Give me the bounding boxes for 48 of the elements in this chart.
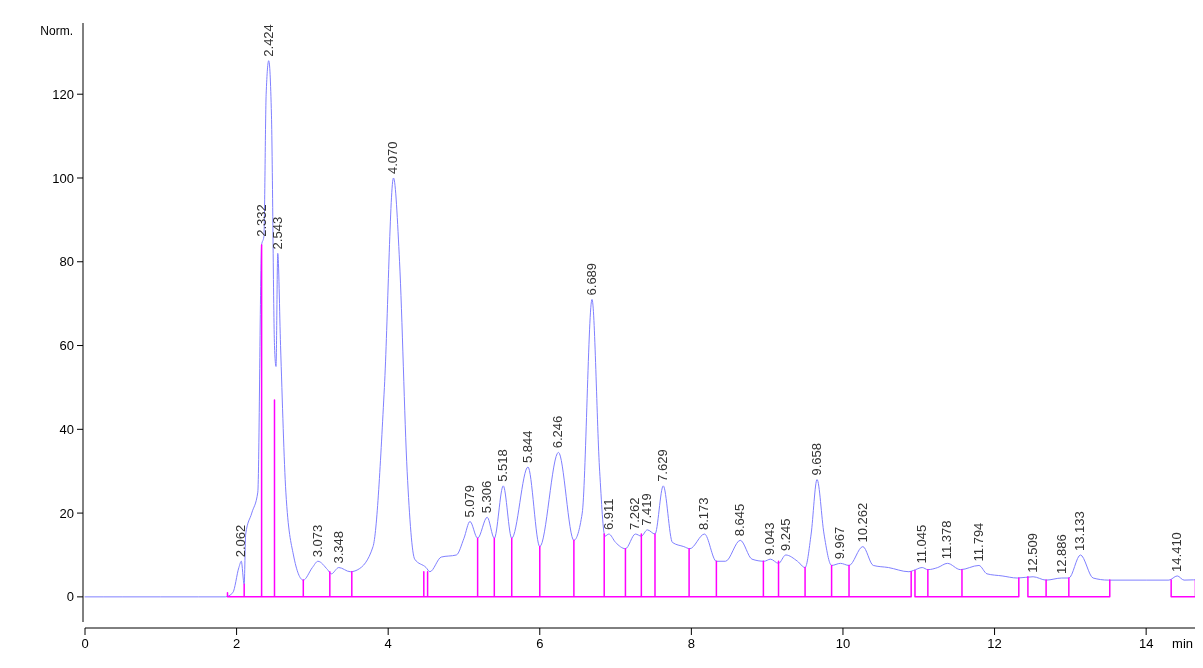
x-tick-label: 8 bbox=[687, 636, 695, 651]
annotation: 6.246 bbox=[550, 415, 566, 449]
y-tick-label: 40 bbox=[59, 421, 74, 437]
annotation: 5.518 bbox=[495, 449, 511, 482]
annotation: 2.543 bbox=[269, 216, 285, 250]
line-series bbox=[914, 568, 1020, 598]
annotation: 14.410 bbox=[1169, 532, 1185, 572]
annotation: 9.043 bbox=[762, 522, 778, 556]
annotation: 7.629 bbox=[655, 449, 671, 482]
annotation: 2.332 bbox=[253, 204, 269, 237]
annotation: 12.886 bbox=[1053, 534, 1069, 575]
annotation: 3.348 bbox=[330, 531, 346, 564]
annotation: 4.070 bbox=[385, 141, 401, 174]
x-tick-label: 6 bbox=[536, 636, 544, 651]
x-tick-label: 12 bbox=[987, 636, 1002, 651]
annotation: 8.645 bbox=[732, 503, 748, 537]
annotation: 11.794 bbox=[970, 522, 986, 562]
annotation: 13.133 bbox=[1072, 511, 1088, 551]
y-tick-label: 20 bbox=[59, 505, 74, 521]
x-tick-label: 4 bbox=[384, 636, 392, 651]
x-tick-label: 2 bbox=[232, 636, 241, 651]
annotation: 9.967 bbox=[832, 526, 848, 560]
annotation: 2.424 bbox=[260, 24, 276, 57]
y-tick-label: 60 bbox=[59, 338, 74, 354]
annotation: 9.245 bbox=[777, 518, 793, 551]
annotation: 5.306 bbox=[479, 480, 495, 514]
y-tick-label: 0 bbox=[66, 589, 74, 605]
x-tick-label: 0 bbox=[81, 636, 89, 651]
annotation: 8.173 bbox=[696, 497, 712, 531]
annotation: 6.911 bbox=[600, 498, 616, 531]
annotation: 9.658 bbox=[809, 443, 825, 476]
x-tick-label: 10 bbox=[835, 636, 851, 651]
y-tick-label: 100 bbox=[52, 170, 74, 186]
annotation: 11.045 bbox=[914, 524, 930, 564]
annotation: 6.689 bbox=[584, 262, 599, 296]
annotation: 11.378 bbox=[939, 520, 955, 560]
annotation: 5.844 bbox=[519, 430, 535, 464]
x-tick-label: 14 bbox=[1138, 636, 1154, 651]
y-tick-label: 120 bbox=[52, 86, 74, 102]
annotation: 2.062 bbox=[233, 524, 249, 558]
y-tick-label: 80 bbox=[59, 254, 74, 270]
y-axis-title: Norm. bbox=[40, 24, 73, 38]
annotation: 5.079 bbox=[461, 484, 477, 518]
annotation: 10.262 bbox=[854, 502, 870, 543]
line-series bbox=[1027, 576, 1111, 598]
annotation: 12.509 bbox=[1025, 533, 1041, 573]
x-axis-title: min bbox=[1172, 636, 1193, 651]
annotation: 3.073 bbox=[309, 524, 325, 558]
